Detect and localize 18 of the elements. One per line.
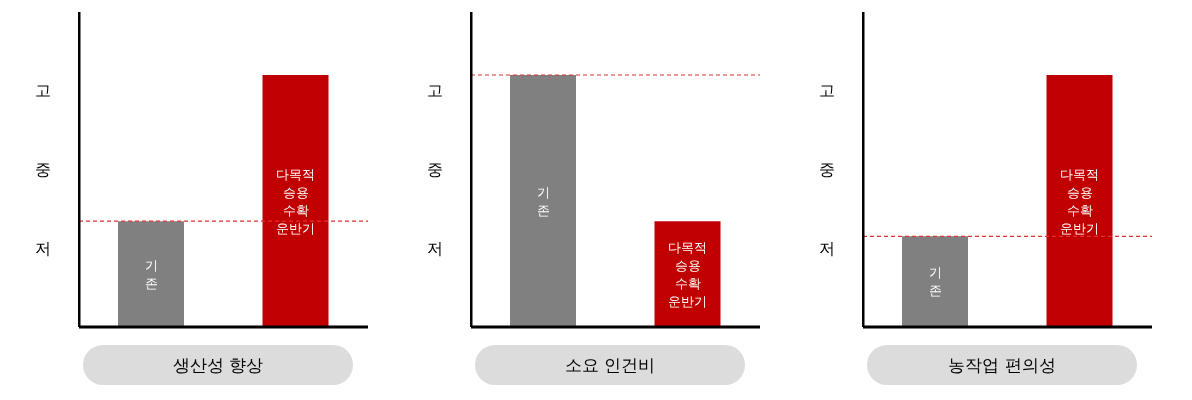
text: 고 (34, 81, 52, 101)
text: 고 (818, 81, 836, 101)
x-tick-label: 기존 (536, 184, 550, 218)
text: 저 (818, 239, 836, 259)
x-tick-label: 다목적 승용 수확 운반기 (668, 239, 708, 309)
text: 생산성 향상 (83, 345, 353, 385)
x-tick-label: 기존 (928, 265, 942, 299)
text: 고 (426, 81, 444, 101)
text: 저 (34, 239, 52, 259)
text: 중 (818, 160, 836, 180)
text: 소요 인건비 (475, 345, 745, 385)
text: 중 (426, 160, 444, 180)
x-tick-label: 기존 (144, 257, 158, 291)
x-tick-label: 다목적 승용 수확 운반기 (1060, 166, 1100, 236)
x-tick-label: 다목적 승용 수확 운반기 (276, 166, 316, 236)
text: 농작업 편의성 (867, 345, 1137, 385)
text: 저 (426, 239, 444, 259)
text: 중 (34, 160, 52, 180)
